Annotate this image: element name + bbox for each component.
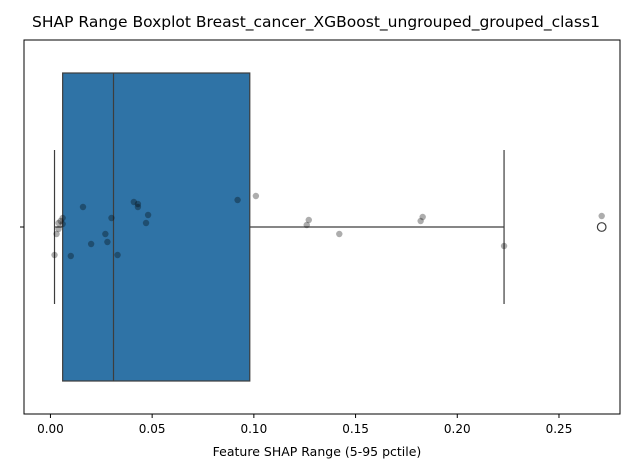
strip-point (234, 196, 241, 204)
strip-point (252, 192, 260, 200)
strip-point (59, 220, 66, 228)
strip-point (57, 217, 64, 225)
strip-point (142, 219, 150, 227)
chart-title: SHAP Range Boxplot Breast_cancer_XGBoost… (32, 13, 600, 32)
outlier-marker (596, 222, 607, 232)
x-tick-label: 0.25 (546, 422, 573, 436)
x-axis-ticks: 0.00 0.05 0.10 0.15 0.20 0.25 (20, 226, 573, 436)
strip-point (55, 225, 62, 233)
strip-point (79, 203, 87, 211)
strip-point (336, 230, 343, 238)
strip-point (598, 212, 605, 220)
plot-area (23, 39, 621, 415)
x-tick-label: 0.05 (139, 422, 166, 436)
strip-point (417, 217, 424, 225)
strip-point (55, 219, 62, 227)
strip-point (51, 251, 58, 259)
strip-point (104, 238, 111, 246)
strip-point (53, 230, 60, 238)
strip-point (134, 200, 142, 208)
strip-point (134, 203, 142, 211)
strip-point (114, 251, 121, 259)
strip-point (87, 240, 95, 248)
x-tick-label: 0.00 (37, 422, 64, 436)
x-tick-label: 0.20 (444, 422, 471, 436)
strip-point (59, 214, 66, 222)
x-tick-label: 0.15 (342, 422, 369, 436)
strip-point (67, 252, 74, 260)
strip-point (130, 198, 138, 206)
strip-point (108, 214, 115, 222)
iqr-box (62, 72, 251, 382)
strip-point (102, 230, 109, 238)
strip-point (305, 216, 312, 224)
strip-point (419, 213, 426, 221)
strip-point (500, 242, 508, 250)
strip-point (144, 211, 152, 219)
x-tick-label: 0.10 (240, 422, 267, 436)
strip-point (303, 221, 310, 229)
x-axis-label: Feature SHAP Range (5-95 pctile) (213, 444, 422, 459)
